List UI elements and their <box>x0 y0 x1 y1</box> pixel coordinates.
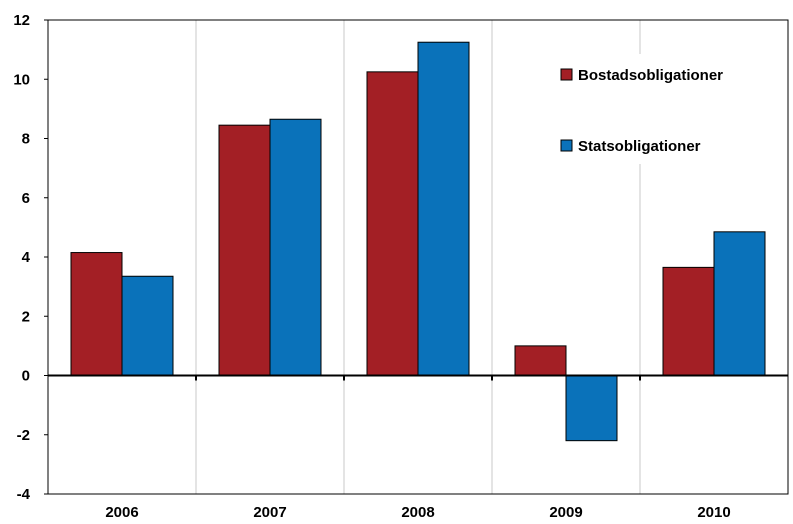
x-tick-label: 2009 <box>549 504 582 521</box>
y-tick-label: 10 <box>13 71 30 88</box>
bar-statsobligationer-2008 <box>417 41 470 376</box>
bars <box>70 41 766 442</box>
bar-statsobligationer-2010 <box>713 231 766 376</box>
x-tick-labels: 2006 2007 2008 2009 2010 <box>105 504 730 521</box>
bar-statsobligationer-2007 <box>269 118 322 377</box>
legend: Bostadsobligationer Statsobligationer <box>555 54 745 164</box>
y-tick-label: -4 <box>17 486 31 503</box>
legend-swatch-bostadsobligationer <box>560 68 573 81</box>
y-tick-label: -2 <box>17 427 30 444</box>
bar-bostadsobligationer-2009 <box>514 345 567 376</box>
legend-swatch-statsobligationer <box>560 139 573 152</box>
x-tick-label: 2010 <box>697 504 730 521</box>
bar-statsobligationer-2009 <box>565 375 618 442</box>
bar-bostadsobligationer-2007 <box>218 124 271 376</box>
bar-bostadsobligationer-2006 <box>70 252 123 376</box>
x-tick-label: 2007 <box>253 504 286 521</box>
y-tick-label: 4 <box>22 249 31 266</box>
y-tick-label: 12 <box>13 12 30 29</box>
bar-bostadsobligationer-2010 <box>662 266 715 376</box>
x-tick-label: 2008 <box>401 504 434 521</box>
legend-label-bostadsobligationer: Bostadsobligationer <box>578 67 723 84</box>
y-tick-label: 2 <box>22 308 30 325</box>
y-tick-label: 0 <box>22 368 30 385</box>
y-tick-labels: -4 -2 0 2 4 6 8 10 12 <box>13 12 30 503</box>
bar-bostadsobligationer-2008 <box>366 71 419 376</box>
axes <box>44 19 789 495</box>
legend-background <box>555 54 745 164</box>
y-tick-label: 6 <box>22 190 30 207</box>
x-tick-label: 2006 <box>105 504 138 521</box>
bar-statsobligationer-2006 <box>121 275 174 377</box>
y-tick-label: 8 <box>22 131 30 148</box>
legend-label-statsobligationer: Statsobligationer <box>578 138 701 155</box>
